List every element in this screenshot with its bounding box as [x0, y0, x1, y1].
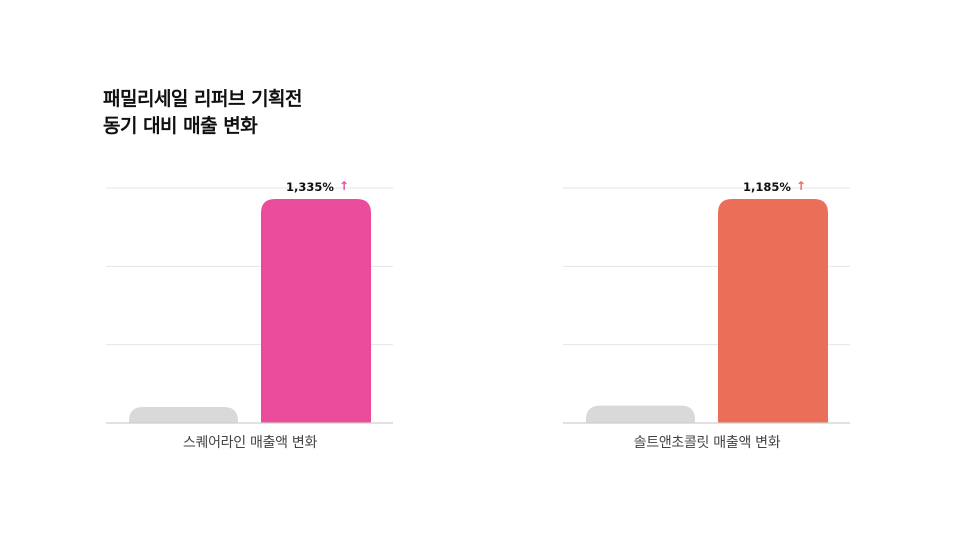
- title-line-2: 동기 대비 매출 변화: [103, 115, 258, 137]
- up-arrow-icon: ↑: [339, 179, 349, 193]
- x-axis-label-squareline: 스퀘어라인 매출액 변화: [182, 435, 318, 451]
- bar-current: [261, 199, 371, 423]
- bar-previous: [129, 407, 238, 423]
- chart-title: 패밀리세일 리퍼브 기획전 동기 대비 매출 변화: [103, 86, 303, 140]
- data-label: 1,335%: [286, 180, 334, 194]
- data-label: 1,185%: [743, 180, 791, 194]
- bar-previous: [586, 405, 695, 423]
- up-arrow-icon: ↑: [796, 179, 806, 193]
- title-line-1: 패밀리세일 리퍼브 기획전: [103, 88, 303, 110]
- bar-current: [718, 199, 828, 423]
- x-axis-label-saltchocolate: 솔트앤초콜릿 매출액 변화: [633, 435, 781, 451]
